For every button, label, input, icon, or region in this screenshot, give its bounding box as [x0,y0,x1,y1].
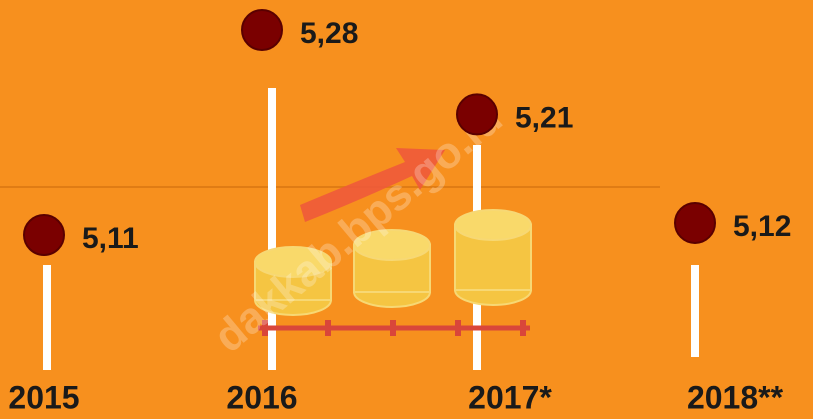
data-point [24,215,64,255]
data-point [242,10,282,50]
x-tick-label: 2017* [468,379,552,415]
x-tick-label: 2015 [8,379,79,415]
data-label: 5,21 [515,101,573,134]
stem [691,265,699,357]
x-tick-label: 2018** [687,379,784,415]
data-point [675,203,715,243]
data-point [457,94,497,134]
x-tick-label: 2016 [226,379,297,415]
data-label: 5,28 [300,17,358,50]
stem [43,265,51,370]
data-label: 5,11 [82,222,139,255]
chart: dakkab.bps.go.id 5,115,285,215,122015201… [0,0,813,419]
data-label: 5,12 [733,210,791,243]
